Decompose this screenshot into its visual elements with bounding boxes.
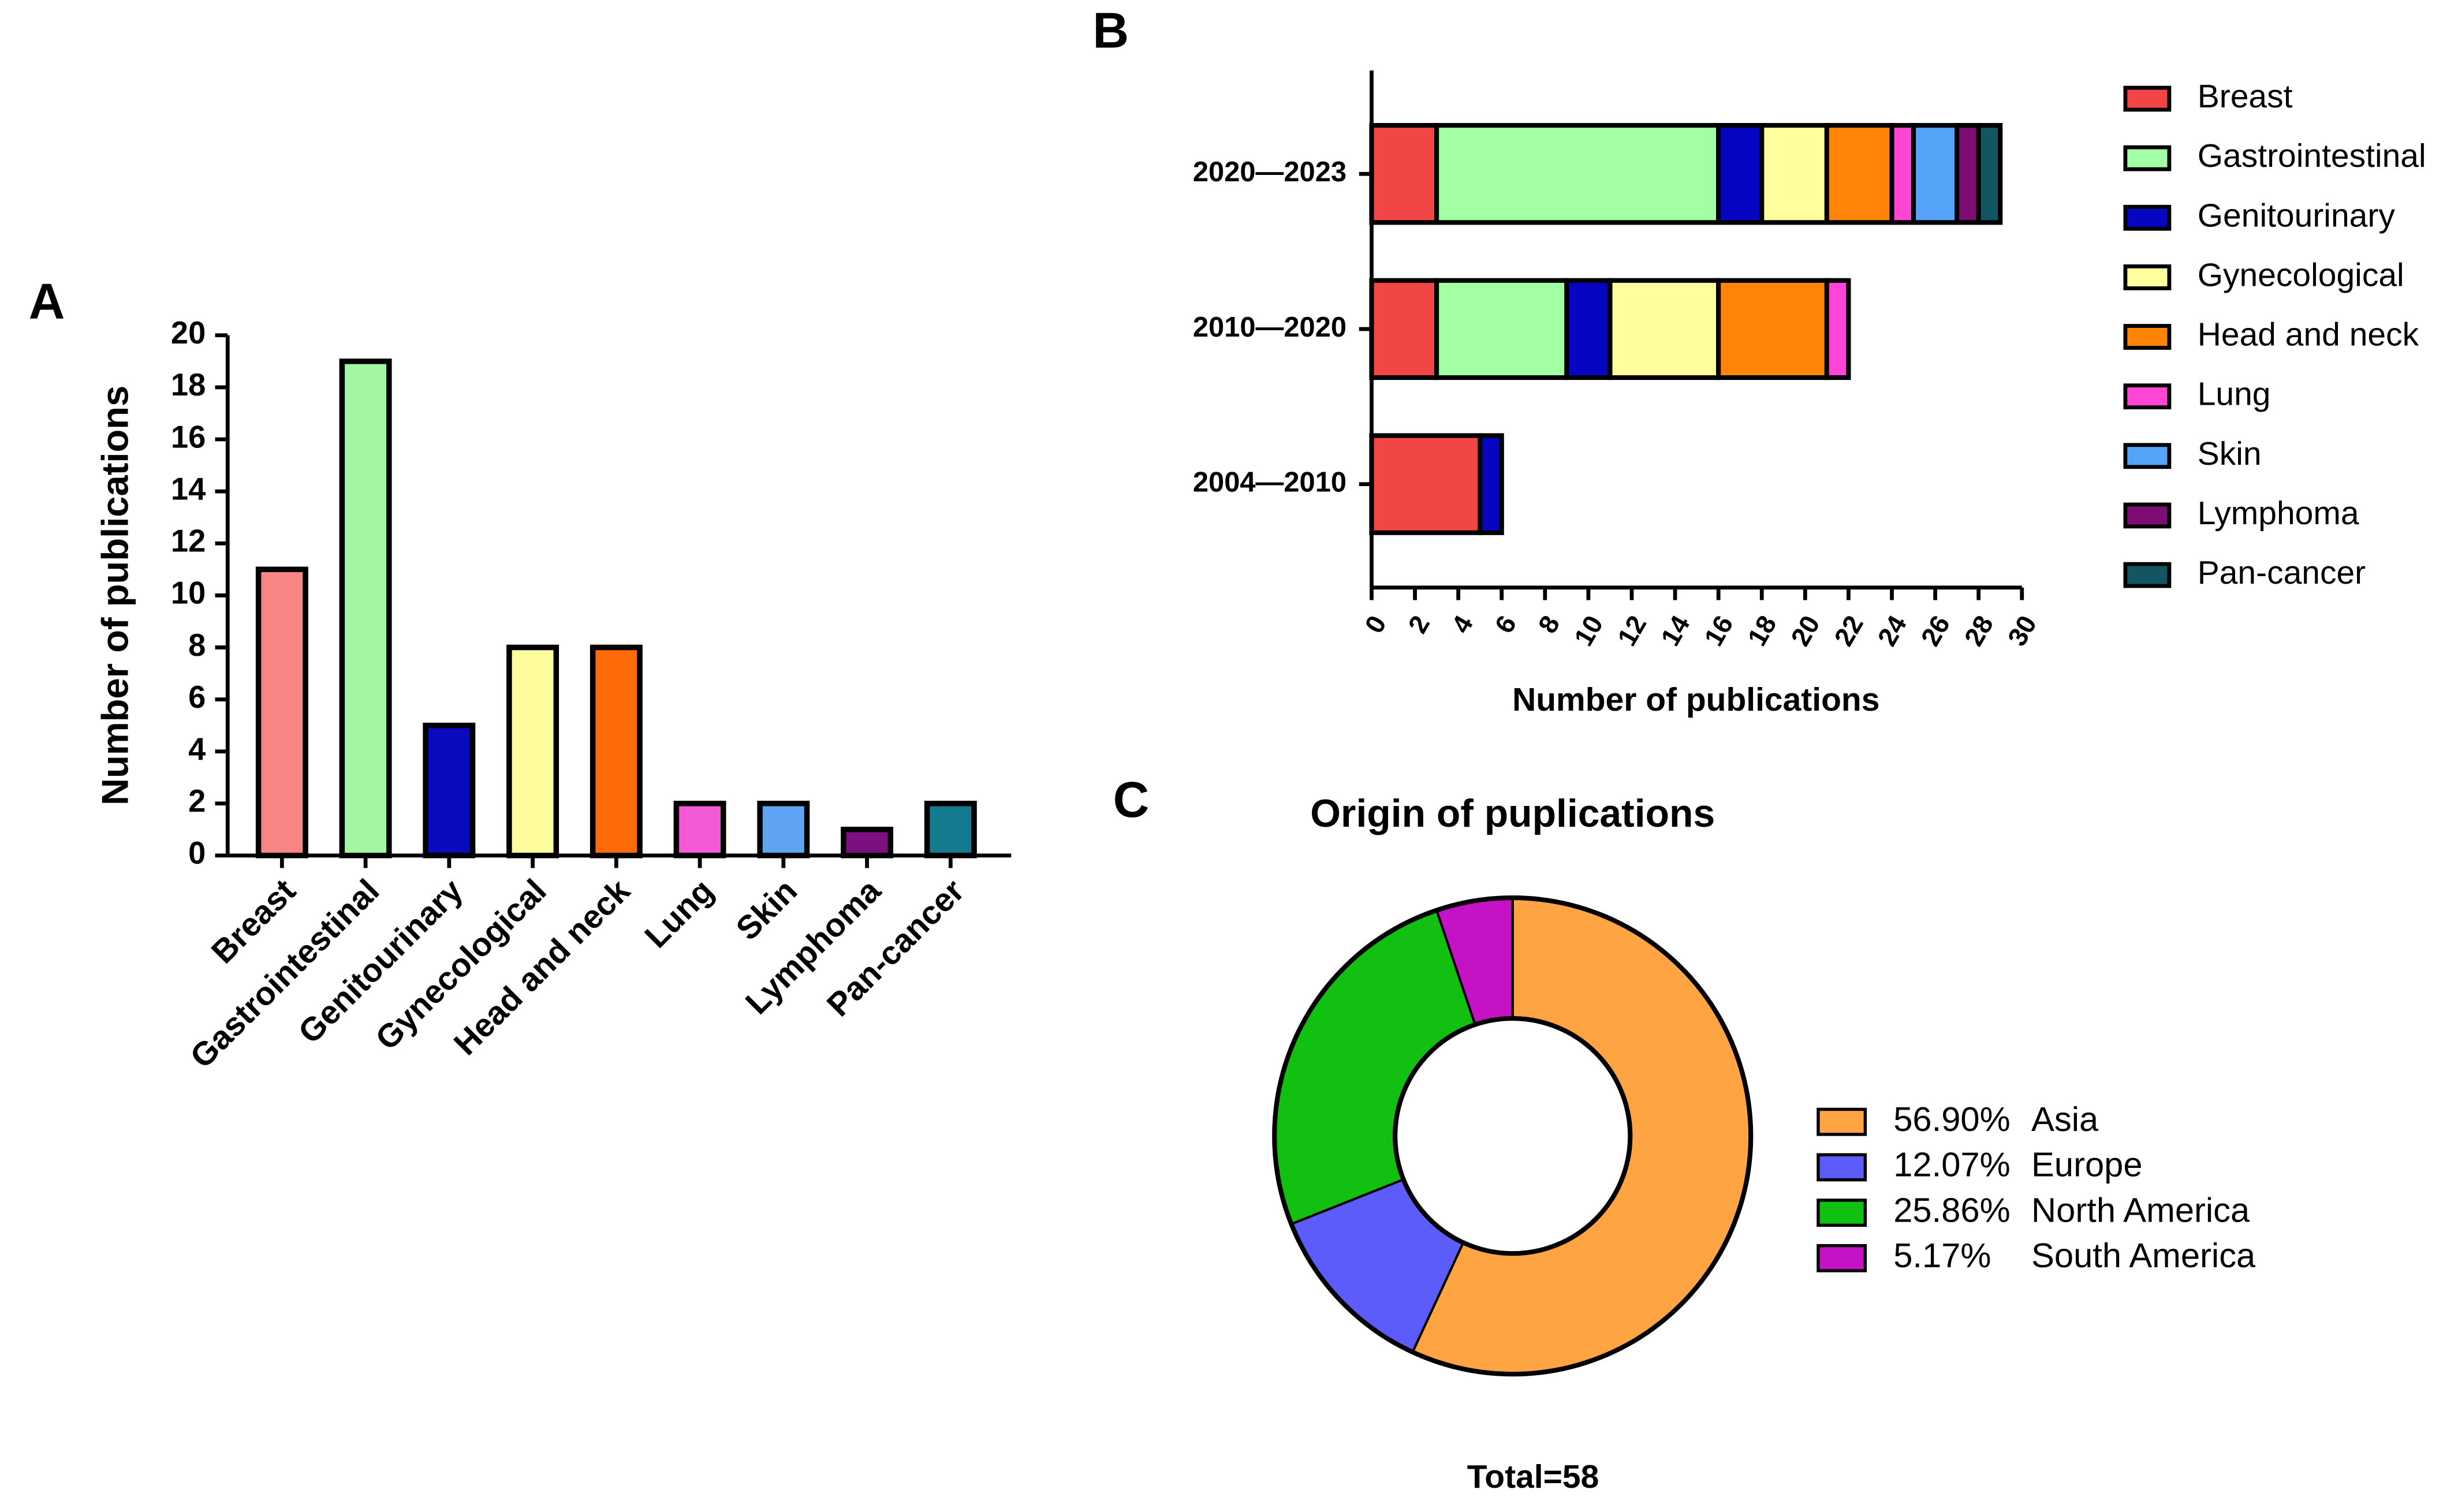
bar-segment [1889,123,1916,225]
y-tick-label: 16 [171,419,206,454]
bar-segment [1369,123,1439,225]
bar [423,722,476,858]
legend-label: Pan-cancer [2198,554,2366,591]
y-tick-label: 18 [171,367,206,402]
y-tick-label: 4 [188,731,206,767]
bar-segment [1716,123,1765,225]
y-tick-label: 8 [188,628,206,663]
y-tick-label: 2010—2020 [1193,312,1347,343]
panel-label: C [1113,772,1150,828]
y-tick-label: 2020—2023 [1193,156,1347,188]
chart-title: Origin of puplications [1310,792,1715,835]
bar [255,566,308,858]
bar-segment [1434,123,1721,225]
legend-label: Genitourinary [2198,197,2396,234]
bar-segment [1955,123,1981,225]
legend-swatch [1817,1244,1867,1272]
x-axis-title: Number of publications [1512,681,1879,718]
legend-value: 25.86% [1893,1190,2010,1229]
bar-segment [1434,278,1569,380]
legend-swatch [2123,383,2172,410]
y-tick-label: 6 [188,680,206,715]
legend-label: Europe [2031,1145,2142,1184]
legend-label: Head and neck [2198,316,2419,353]
bar-segment [1369,278,1439,380]
bar-segment [1976,123,2003,225]
legend-label: Gynecological [2198,256,2404,293]
bar-segment [1564,278,1613,380]
legend-label: Lung [2198,376,2271,413]
legend-value: 12.07% [1893,1145,2010,1184]
donut-hole-outline [1393,1016,1633,1256]
legend-swatch [2123,85,2172,112]
legend-swatch [2123,145,2172,171]
annotation: Total=58 [1467,1458,1599,1495]
legend-label: Asia [2031,1100,2099,1138]
bar [590,644,643,858]
legend-swatch [2123,324,2172,350]
y-tick-label: 14 [171,471,206,506]
bar-segment [1759,123,1829,225]
bar-segment [1369,433,1483,535]
legend-label: Skin [2198,435,2262,472]
panel-label: B [1092,3,1129,59]
y-tick-label: 10 [171,576,206,611]
legend-swatch [1817,1199,1867,1227]
legend-label: Breast [2198,78,2293,115]
bar [339,359,392,858]
bar [841,827,894,858]
bar-segment [1607,278,1721,380]
legend-label: Gastrointestinal [2198,137,2426,174]
legend-swatch [2123,264,2172,290]
bar-segment [1824,123,1894,225]
bar-segment [1478,433,1504,535]
legend-swatch [1817,1107,1867,1136]
legend-swatch [2123,204,2172,231]
legend-swatch [2123,443,2172,469]
bar-segment [1911,123,1960,225]
y-tick-label: 0 [188,835,206,871]
legend-value: 56.90% [1893,1100,2010,1138]
y-tick-label: 20 [171,315,206,350]
legend-label: North America [2031,1190,2250,1229]
bar [924,800,977,858]
y-tick-label: 2004—2010 [1193,467,1347,498]
bar [757,800,810,858]
legend-label: Lymphoma [2198,495,2359,532]
panel-label: A [29,274,65,330]
donut-outline [1272,895,1754,1377]
legend-swatch [2123,502,2172,529]
legend-label: South America [2031,1236,2256,1275]
y-axis-title: Number of publications [94,386,136,805]
bar [673,800,726,858]
y-tick-label: 12 [171,524,206,559]
bar [506,644,560,858]
legend-swatch [2123,562,2172,588]
y-tick-label: 2 [188,783,206,819]
bar-segment [1824,278,1851,380]
legend-swatch [1817,1153,1867,1182]
legend-value: 5.17% [1893,1236,1991,1275]
bar-segment [1716,278,1829,380]
